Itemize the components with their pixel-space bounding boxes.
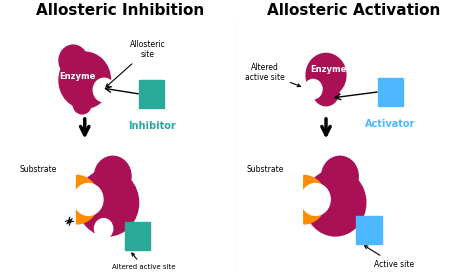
Text: Altered active site: Altered active site	[111, 253, 175, 270]
Circle shape	[306, 53, 346, 97]
Circle shape	[73, 94, 91, 114]
FancyBboxPatch shape	[125, 222, 150, 250]
Text: Substrate: Substrate	[19, 165, 56, 174]
Text: Inhibitor: Inhibitor	[128, 121, 175, 131]
Text: Enzyme: Enzyme	[60, 72, 96, 81]
Text: Enzyme: Enzyme	[310, 65, 346, 75]
Circle shape	[94, 219, 113, 238]
FancyBboxPatch shape	[377, 78, 403, 106]
Text: Altered
active site: Altered active site	[245, 63, 301, 87]
Text: Activator: Activator	[365, 119, 416, 129]
Circle shape	[93, 78, 115, 102]
Circle shape	[305, 170, 366, 236]
Circle shape	[74, 183, 103, 215]
Title: Allosteric Inhibition: Allosteric Inhibition	[36, 3, 204, 18]
Circle shape	[313, 78, 339, 106]
Circle shape	[59, 52, 110, 108]
Text: Active site: Active site	[365, 246, 414, 269]
Circle shape	[322, 156, 358, 196]
Circle shape	[59, 45, 87, 76]
FancyBboxPatch shape	[138, 80, 164, 108]
Circle shape	[78, 170, 138, 236]
Circle shape	[94, 156, 131, 196]
Text: Allosteric
site: Allosteric site	[106, 40, 166, 87]
Text: Substrate: Substrate	[246, 165, 284, 174]
Circle shape	[304, 79, 322, 99]
FancyBboxPatch shape	[356, 216, 382, 243]
Wedge shape	[304, 175, 326, 224]
Circle shape	[301, 183, 330, 215]
Wedge shape	[77, 175, 99, 224]
Title: Allosteric Activation: Allosteric Activation	[267, 3, 441, 18]
